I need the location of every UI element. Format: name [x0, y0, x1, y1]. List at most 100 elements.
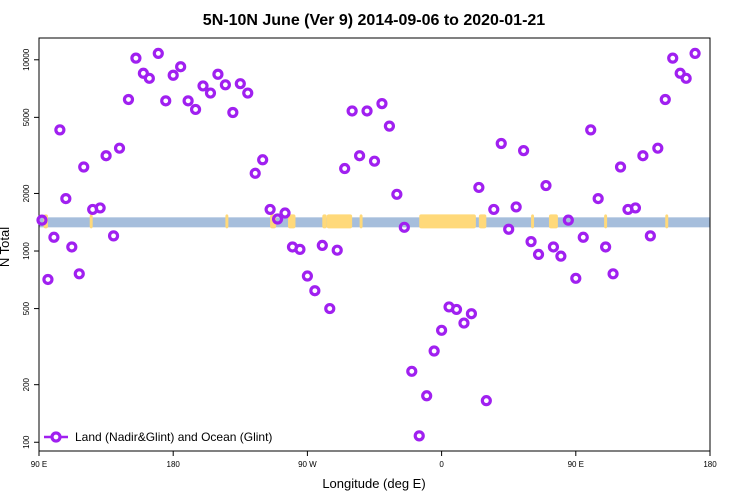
land-patch — [359, 214, 363, 229]
data-point — [48, 231, 60, 243]
data-point — [182, 95, 194, 107]
data-point — [309, 285, 321, 297]
data-point — [143, 72, 155, 84]
land-patch — [531, 214, 535, 229]
data-point — [130, 52, 142, 64]
data-point — [607, 268, 619, 280]
data-point — [346, 105, 358, 117]
data-point — [689, 47, 701, 59]
data-point — [480, 395, 492, 407]
legend: Land (Nadir&Glint) and Ocean (Glint) — [44, 430, 272, 444]
data-point — [592, 192, 604, 205]
data-point — [383, 120, 396, 132]
data-point — [585, 124, 597, 136]
data-point — [78, 161, 90, 173]
data-point — [94, 202, 106, 214]
data-point — [652, 142, 664, 154]
data-point — [42, 273, 54, 286]
land-patch — [288, 214, 296, 229]
data-point — [107, 230, 120, 242]
data-point — [197, 80, 209, 92]
data-point — [301, 270, 313, 282]
land-patch — [548, 214, 558, 229]
data-point — [242, 87, 254, 99]
data-point — [175, 61, 187, 73]
land-patch — [322, 214, 327, 229]
data-point — [406, 365, 418, 377]
data-point — [428, 345, 440, 357]
data-point — [532, 248, 545, 261]
data-point — [637, 150, 649, 162]
x-tick-label: 0 — [439, 460, 444, 469]
data-point — [436, 324, 448, 336]
data-point — [316, 239, 328, 252]
data-point — [495, 137, 507, 150]
data-point — [100, 150, 112, 162]
land-patch — [419, 214, 476, 229]
data-point — [54, 124, 66, 136]
legend-entry-label: Land (Nadir&Glint) and Ocean (Glint) — [75, 430, 272, 444]
land-patch — [89, 214, 93, 229]
x-tick-label: 180 — [703, 460, 717, 469]
x-tick-label: 90 W — [298, 460, 317, 469]
x-tick-label: 90 E — [31, 460, 47, 469]
y-tick-label: 5000 — [22, 108, 31, 126]
data-point — [324, 302, 336, 315]
data-point — [60, 192, 72, 205]
data-point — [680, 72, 692, 84]
data-point — [398, 221, 410, 233]
data-point — [458, 317, 470, 329]
data-point — [257, 154, 269, 166]
data-point — [36, 214, 48, 226]
data-point — [667, 52, 679, 64]
y-tick-label: 10000 — [22, 48, 31, 71]
data-point — [421, 390, 433, 402]
data-point — [167, 69, 179, 81]
ocean-strip — [39, 217, 710, 228]
data-point — [73, 268, 85, 280]
data-point — [503, 223, 515, 235]
x-tick-label: 90 E — [568, 460, 584, 469]
data-point — [376, 98, 388, 110]
data-point — [562, 214, 574, 226]
data-point — [510, 201, 522, 213]
x-axis-label: Longitude (deg E) — [322, 476, 425, 491]
data-points — [36, 47, 701, 442]
y-tick-label: 2000 — [22, 184, 31, 202]
data-point — [540, 179, 552, 192]
data-point — [212, 68, 224, 80]
data-point — [518, 145, 530, 157]
x-axis: 90 E 180 90 W 0 90 E 180 — [31, 451, 717, 469]
data-point — [614, 161, 627, 173]
y-axis-label: N Total — [0, 227, 12, 267]
data-point — [339, 162, 351, 175]
data-point — [547, 241, 560, 253]
data-point — [279, 207, 291, 219]
data-point — [249, 167, 261, 179]
data-point — [659, 93, 671, 106]
data-point — [219, 79, 231, 91]
data-point — [570, 272, 582, 284]
y-axis: 100 200 500 1000 2000 5000 10000 — [22, 48, 39, 449]
land-patch — [604, 214, 608, 229]
data-point — [473, 181, 485, 194]
y-tick-label: 1000 — [22, 242, 31, 260]
land-ocean-band — [39, 214, 710, 229]
data-point — [555, 250, 567, 262]
legend-marker-swatch — [50, 431, 62, 443]
data-point — [204, 87, 217, 99]
data-point — [577, 231, 589, 243]
data-point — [294, 243, 306, 255]
data-point — [391, 188, 403, 200]
land-patch — [326, 214, 353, 229]
chart-title: 5N-10N June (Ver 9) 2014-09-06 to 2020-0… — [203, 12, 546, 29]
data-point — [152, 47, 164, 59]
data-point — [271, 213, 284, 225]
data-point — [353, 150, 366, 162]
land-patch — [478, 214, 487, 229]
data-point — [361, 105, 373, 117]
x-tick-label: 180 — [167, 460, 181, 469]
data-point — [465, 308, 478, 320]
plot-frame — [38, 37, 711, 452]
